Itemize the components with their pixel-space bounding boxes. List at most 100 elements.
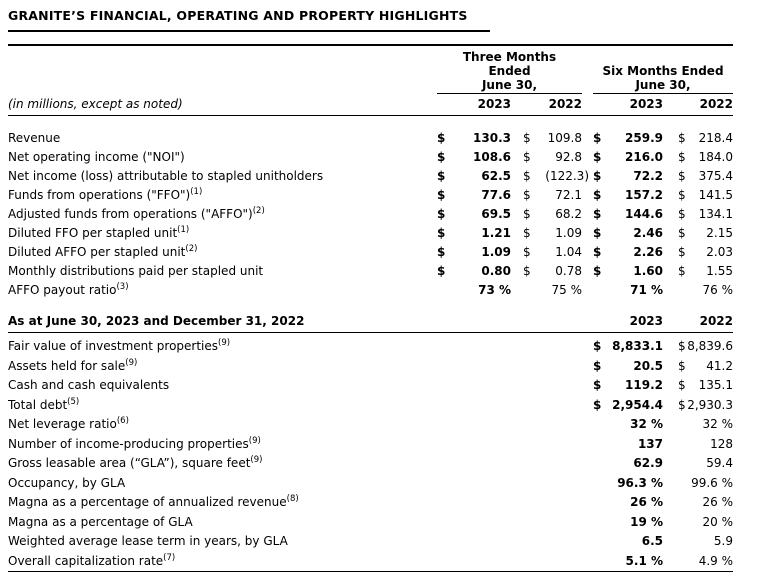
value-cell: $8,833.1 <box>593 337 663 357</box>
cell-value: 2,954.4 <box>612 397 663 412</box>
currency-symbol: $ <box>678 339 686 353</box>
currency-symbol: $ <box>523 245 531 259</box>
table-row: Gross leasable area (“GLA”), square feet… <box>8 454 733 474</box>
currency-symbol: $ <box>593 188 602 202</box>
value-cell: $2,930.3 <box>678 396 733 416</box>
currency-symbol: $ <box>523 169 531 183</box>
cell-value: 0.78 <box>555 264 582 278</box>
cell-value: 2.03 <box>706 245 733 259</box>
cell-value: 62.9 <box>633 456 663 470</box>
table-row: Number of income-producing properties(9)… <box>8 435 733 455</box>
value-cell: $216.0 <box>593 148 663 167</box>
value-cell: $259.9 <box>593 129 663 148</box>
footnote-reference: (9) <box>248 435 261 446</box>
value-cell: $2.15 <box>678 224 733 243</box>
row-label: Net leverage ratio(6) <box>8 416 129 431</box>
year-header-row: (in millions, except as noted) 2023 2022… <box>8 94 733 116</box>
table-row: Adjusted funds from operations ("AFFO")(… <box>8 205 733 224</box>
table-row: Funds from operations ("FFO")(1) $77.6 $72… <box>8 186 733 205</box>
currency-symbol: $ <box>523 264 531 278</box>
row-label: AFFO payout ratio(3) <box>8 282 129 297</box>
footnote-reference: (3) <box>116 282 129 292</box>
value-cell: $ (122.3) <box>523 167 589 186</box>
footnote-reference: (5) <box>67 396 80 407</box>
value-cell: 76 % <box>678 281 734 300</box>
cell-value: 2.15 <box>706 226 733 240</box>
value-cell: 99.6 % <box>678 474 733 494</box>
currency-symbol: $ <box>678 264 686 278</box>
currency-symbol: $ <box>437 131 446 145</box>
cell-value: 137 <box>637 436 663 451</box>
value-cell: 5.1 % <box>593 552 663 572</box>
value-cell: $1.21 <box>437 224 511 243</box>
value-cell: $218.4 <box>678 129 733 148</box>
row-label: Revenue <box>8 131 61 145</box>
cell-value: 72.1 <box>555 188 582 202</box>
cell-value: 184.0 <box>698 150 733 164</box>
cell-value: 1.09 <box>481 245 511 259</box>
value-cell: $157.2 <box>593 186 663 205</box>
quarterly-results-table: Revenue $130.3 $109.8 $259.9 $218.4 Net opera… <box>8 129 733 300</box>
cell-value: 0.80 <box>481 264 511 278</box>
cell-value: (122.3) <box>545 169 589 183</box>
cell-value: 77.6 <box>481 188 511 202</box>
cell-value: 8,833.1 <box>612 339 663 353</box>
cell-value: 1.55 <box>706 264 733 278</box>
value-cell: 32 % <box>678 415 734 435</box>
value-cell: $2.03 <box>678 243 733 262</box>
cell-value: 2.26 <box>633 245 663 259</box>
cell-value: 68.2 <box>555 207 582 221</box>
cell-value: 108.6 <box>473 150 511 164</box>
table-top-divider <box>8 44 733 46</box>
value-cell: $69.5 <box>437 205 511 224</box>
currency-symbol: $ <box>678 397 686 412</box>
row-label: Fair value of investment properties(9) <box>8 338 231 353</box>
cell-value: 92.8 <box>555 150 582 164</box>
cell-value: 216.0 <box>625 150 663 164</box>
value-cell: 73 % <box>437 281 511 300</box>
value-cell: $1.55 <box>678 262 733 281</box>
value-cell: $0.78 <box>523 262 582 281</box>
currency-symbol: $ <box>593 245 602 259</box>
cell-value: 2.46 <box>633 226 663 240</box>
value-cell: 137 <box>593 435 663 455</box>
cell-value: 1.60 <box>633 264 663 278</box>
currency-symbol: $ <box>678 169 686 183</box>
value-cell: $1.04 <box>523 243 582 262</box>
currency-symbol: $ <box>437 169 446 183</box>
row-label: Assets held for sale(9) <box>8 357 138 373</box>
row-label: Occupancy, by GLA <box>8 475 126 490</box>
currency-symbol: $ <box>523 131 531 145</box>
cell-value: 1.21 <box>481 226 511 240</box>
currency-symbol: $ <box>437 264 446 278</box>
cell-value: 20.5 <box>633 358 663 373</box>
cell-value: 5.9 <box>713 534 733 548</box>
currency-symbol: $ <box>523 150 531 164</box>
year-header: 2022 <box>699 314 733 328</box>
value-cell: 62.9 <box>593 454 663 474</box>
currency-symbol: $ <box>593 226 602 240</box>
value-cell: $119.2 <box>593 376 663 396</box>
value-cell: $68.2 <box>523 205 582 224</box>
table-row: Fair value of investment properties(9) $8… <box>8 337 733 357</box>
value-cell: $62.5 <box>437 167 511 186</box>
table-row: Total debt(5) $2,954.4 $2,930.3 <box>8 396 733 416</box>
currency-symbol: $ <box>678 188 686 202</box>
as-at-section-title: As at June 30, 2023 and December 31, 202… <box>8 314 305 328</box>
column-group-header-row: Three Months Ended June 30, Six Months E… <box>8 46 733 94</box>
cell-value: 59.4 <box>706 456 733 470</box>
value-cell: $108.6 <box>437 148 511 167</box>
value-cell: $375.4 <box>678 167 733 186</box>
currency-symbol: $ <box>593 169 602 183</box>
cell-value: 26 % <box>630 495 663 509</box>
cell-value: 8,839.6 <box>687 339 733 353</box>
cell-value: 26 % <box>702 495 734 509</box>
table-row: Diluted FFO per stapled unit(1) $1.21 $1.0… <box>8 224 733 243</box>
currency-symbol: $ <box>678 245 686 259</box>
row-label: Magna as a percentage of annualized reve… <box>8 494 299 509</box>
cell-value: 1.04 <box>555 245 582 259</box>
row-label: Diluted FFO per stapled unit(1) <box>8 225 190 240</box>
table-bottom-divider <box>8 571 733 572</box>
cell-value: 375.4 <box>698 169 733 183</box>
